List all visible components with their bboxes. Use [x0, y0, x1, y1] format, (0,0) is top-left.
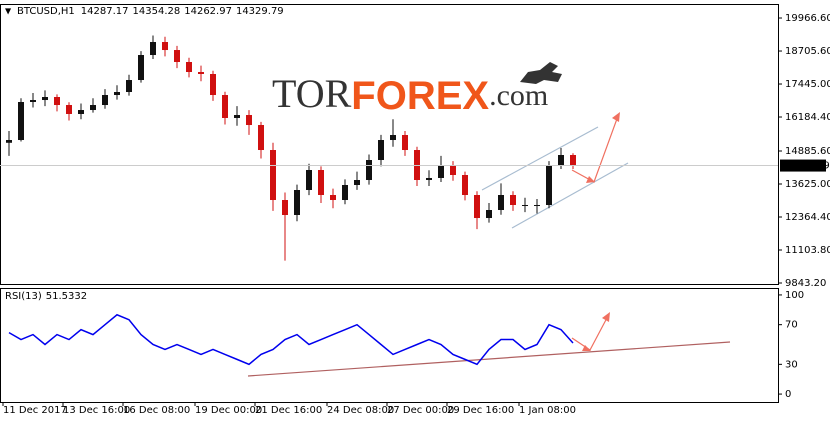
- arrow-head: [586, 112, 620, 183]
- candle-body: [426, 177, 432, 181]
- candle-body: [258, 125, 264, 151]
- watermark: TORFOREX.com: [272, 62, 562, 118]
- candle-body: [570, 155, 576, 166]
- x-tick-label: 29 Dec 16:00: [447, 405, 514, 416]
- arrow-head: [582, 312, 610, 351]
- open: 14287.17: [81, 6, 129, 17]
- candle-body: [30, 100, 36, 103]
- candle-body: [354, 180, 360, 186]
- y-tick-label: 70: [785, 320, 798, 331]
- header: BTCUSD,H1 14287.17 14354.28 14262.97 14329.7…: [17, 6, 284, 17]
- candle-body: [90, 105, 96, 111]
- candle-body: [42, 97, 48, 101]
- candle-body: [138, 55, 144, 81]
- price-panel: [0, 4, 779, 285]
- candle-body: [210, 73, 216, 96]
- candle-body: [198, 72, 204, 74]
- candle-body: [390, 135, 396, 141]
- candle-body: [6, 140, 12, 143]
- candle-body: [342, 185, 348, 201]
- candle-body: [498, 195, 504, 211]
- x-tick-label: 27 Dec 00:00: [387, 405, 454, 416]
- candle-body: [522, 205, 528, 207]
- candle-body: [270, 150, 276, 201]
- low: 14262.97: [184, 6, 232, 17]
- rsi-label: RSI(13) 51.5332: [5, 291, 87, 302]
- candle-body: [378, 140, 384, 161]
- x-tick-label: 24 Dec 08:00: [327, 405, 394, 416]
- x-tick-label: 13 Dec 16:00: [63, 405, 130, 416]
- close: 14329.79: [236, 6, 284, 17]
- candle-body: [558, 155, 564, 166]
- channel-line: [481, 126, 599, 191]
- rsi-value: 51.5332: [46, 291, 87, 302]
- y-tick-label: 18705.60: [785, 46, 830, 57]
- y-tick-label: 14885.60: [785, 146, 830, 157]
- candle-body: [54, 97, 60, 106]
- brand: TORFOREX.com: [272, 71, 548, 117]
- candle-body: [114, 92, 120, 96]
- rsi-trendline: [247, 341, 731, 377]
- candle-body: [222, 95, 228, 118]
- candle-body: [66, 105, 72, 114]
- candle-body: [282, 200, 288, 216]
- candle-body: [126, 80, 132, 93]
- y-tick-label: 0: [785, 389, 791, 400]
- rsi-name: RSI(13): [5, 291, 42, 302]
- candle-body: [150, 42, 156, 56]
- current-price-box: [780, 159, 826, 172]
- candle-body: [450, 165, 456, 176]
- y-tick-label: 19966.60: [785, 13, 830, 24]
- candle-body: [366, 160, 372, 181]
- candle-body: [474, 195, 480, 219]
- menu-arrow: ▼: [5, 7, 12, 16]
- candle-body: [318, 170, 324, 196]
- brand-tor: TOR: [272, 71, 352, 116]
- brand-forex: FOREX: [351, 74, 489, 118]
- annotations: [247, 112, 731, 377]
- candle-body: [438, 165, 444, 178]
- y-tick-label: 13625.00: [785, 179, 830, 190]
- candle-body: [102, 95, 108, 106]
- y-tick-label: 100: [785, 290, 804, 301]
- y-tick-label: 9843.20: [785, 278, 826, 289]
- candle-body: [234, 115, 240, 118]
- candle-body: [18, 102, 24, 141]
- candle-body: [510, 195, 516, 206]
- candle-body: [402, 135, 408, 151]
- candle-body: [186, 62, 192, 73]
- candle-body: [78, 110, 84, 114]
- candle-body: [162, 42, 168, 51]
- y-tick-label: 12364.40: [785, 212, 830, 223]
- candle-body: [414, 150, 420, 181]
- x-tick-label: 11 Dec 2017: [3, 405, 67, 416]
- candle-body: [174, 50, 180, 63]
- candle-body: [246, 115, 252, 126]
- candle-body: [534, 205, 540, 207]
- x-tick-label: 1 Jan 08:00: [519, 405, 576, 416]
- rsi-line: [8, 313, 574, 366]
- y-tick-label: 11103.80: [785, 245, 830, 256]
- candle-body: [486, 210, 492, 219]
- x-tick-label: 16 Dec 08:00: [123, 405, 190, 416]
- current-price-label: 14329.79: [782, 161, 830, 172]
- high: 14354.28: [133, 6, 181, 17]
- x-tick-label: 19 Dec 00:00: [195, 405, 262, 416]
- channel-line: [511, 162, 629, 229]
- candle-body: [306, 170, 312, 191]
- candle-body: [330, 195, 336, 201]
- brand-com: .com: [489, 79, 548, 112]
- candle-body: [462, 175, 468, 196]
- y-tick-label: 16184.40: [785, 112, 830, 123]
- symbol: BTCUSD,H1: [17, 6, 75, 17]
- candle-body: [294, 190, 300, 216]
- candle-body: [546, 165, 552, 206]
- x-tick-label: 21 Dec 16:00: [255, 405, 322, 416]
- y-tick-label: 17445.00: [785, 79, 830, 90]
- rsi-panel: [0, 288, 779, 403]
- y-tick-label: 30: [785, 359, 798, 370]
- bull-logo: [520, 62, 562, 84]
